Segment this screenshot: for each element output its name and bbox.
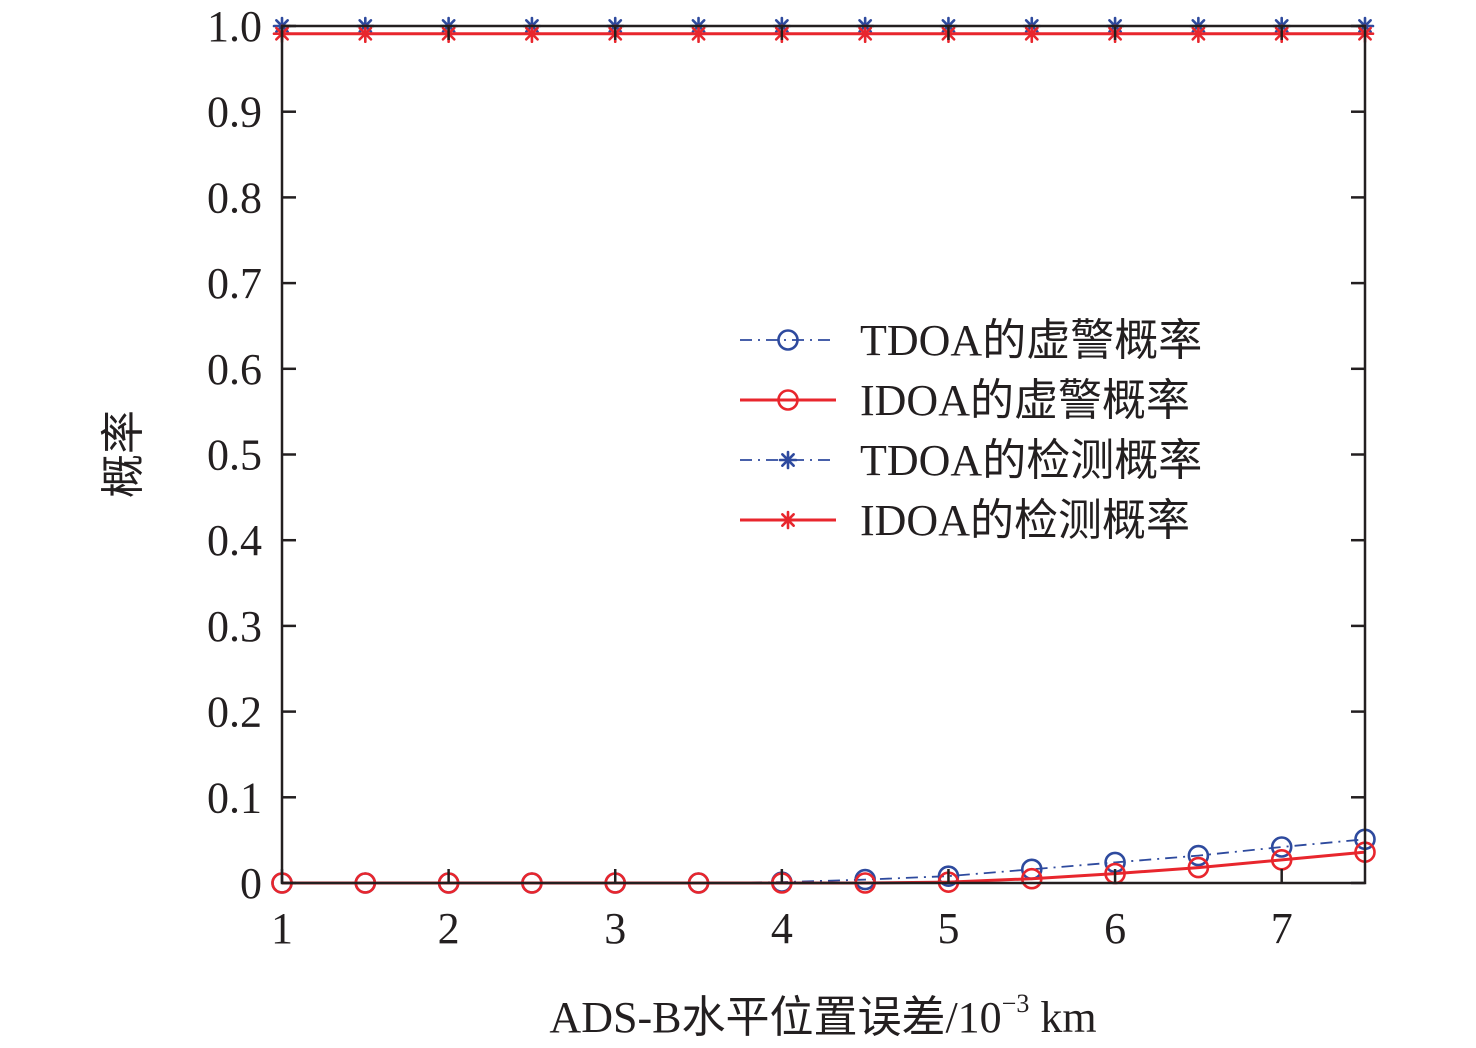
data-point <box>1020 867 1043 890</box>
y-tick-label: 0.9 <box>207 88 262 137</box>
y-tick-label: 0.2 <box>207 688 262 737</box>
y-tick-label: 1.0 <box>207 2 262 51</box>
y-tick-label: 0.3 <box>207 602 262 651</box>
legend-label: IDOA的虚警概率 <box>860 376 1190 425</box>
x-tick-label: 1 <box>271 904 293 953</box>
x-axis-title: ADS-B水平位置误差/10−3 km <box>549 989 1096 1042</box>
x-tick-label: 2 <box>438 904 460 953</box>
y-tick-label: 0.6 <box>207 345 262 394</box>
series-line <box>282 850 1366 885</box>
data-point <box>689 24 708 44</box>
data-point <box>1189 24 1208 44</box>
legend: TDOA的虚警概率 IDOA的虚警概率 TDOA的检测概率 IDOA的检测概率 <box>740 316 1202 545</box>
y-tick-label: 0 <box>240 859 262 908</box>
series-line <box>282 838 1366 884</box>
data-point <box>356 24 375 44</box>
x-tick-label: 4 <box>771 904 793 953</box>
data-point <box>1187 856 1210 879</box>
data-point <box>1022 24 1042 44</box>
y-tick-label: 0.5 <box>207 431 262 480</box>
legend-marker <box>778 450 798 470</box>
legend-item: TDOA的检测概率 <box>740 436 1202 485</box>
data-point <box>1270 836 1293 858</box>
x-tick-label: 6 <box>1104 904 1126 953</box>
legend-item: TDOA的虚警概率 <box>740 316 1202 365</box>
data-point <box>937 865 960 887</box>
x-tick-label: 7 <box>1271 904 1293 953</box>
x-axis-label-unit: km <box>1029 993 1096 1042</box>
x-tick-label: 3 <box>604 904 626 953</box>
y-tick-label: 0.4 <box>207 516 262 565</box>
legend-item: IDOA的虚警概率 <box>740 376 1190 425</box>
data-point <box>1187 844 1210 867</box>
series-1 <box>271 841 1376 894</box>
legend-label: IDOA的检测概率 <box>860 496 1190 545</box>
data-point <box>522 24 542 44</box>
x-tick-label: 5 <box>937 904 959 953</box>
x-axis-label-main: ADS-B水平位置误差/10 <box>549 993 1001 1042</box>
y-tick-label: 0.1 <box>207 773 262 822</box>
legend-marker <box>778 510 798 530</box>
series-layer <box>271 16 1376 894</box>
plot-frame <box>280 24 1367 885</box>
series-3 <box>272 24 1375 44</box>
legend-label: TDOA的检测概率 <box>860 436 1202 485</box>
data-point <box>855 24 875 44</box>
y-tick-label: 0.8 <box>207 173 262 222</box>
ticks-layer: 1 2 3 4 5 6 7 0 0.1 0.2 0.3 0.4 0.5 0.6 0.7 0.8 0.9 1.0 <box>207 2 1365 953</box>
legend-item: IDOA的检测概率 <box>740 496 1190 545</box>
x-axis-label-exponent: −3 <box>1002 989 1030 1018</box>
legend-marker <box>777 329 799 351</box>
legend-marker <box>777 389 799 411</box>
legend-label: TDOA的虚警概率 <box>860 316 1202 365</box>
y-axis-title: 概率 <box>99 410 148 498</box>
y-tick-label: 0.7 <box>207 259 262 308</box>
